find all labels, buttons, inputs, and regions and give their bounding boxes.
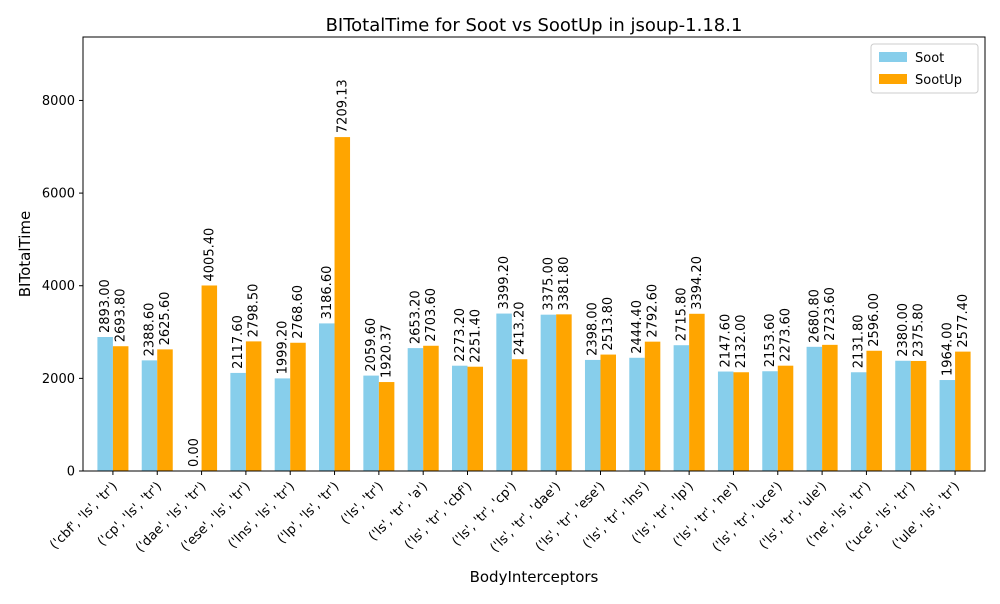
sootup-bar-9 — [511, 359, 528, 471]
soot-value-label-14: 2147.60 — [719, 314, 734, 368]
sootup-value-label-10: 3381.80 — [557, 257, 572, 311]
soot-bar-13 — [673, 345, 690, 471]
soot-bar-19 — [939, 380, 956, 471]
soot-value-label-16: 2680.80 — [807, 289, 822, 343]
legend-label-sootup: SootUp — [915, 73, 962, 88]
sootup-bar-7 — [423, 345, 439, 471]
soot-bar-16 — [806, 346, 823, 471]
sootup-bar-8 — [467, 366, 484, 471]
soot-value-label-2: 0.00 — [187, 438, 202, 467]
sootup-bar-0 — [112, 346, 129, 471]
soot-value-label-11: 2398.00 — [586, 302, 601, 356]
sootup-value-label-17: 2596.00 — [867, 293, 882, 347]
sootup-value-label-1: 2625.60 — [158, 292, 173, 346]
sootup-value-label-4: 2768.60 — [291, 285, 306, 339]
legend-label-soot: Soot — [915, 51, 944, 66]
soot-bar-14 — [717, 371, 734, 471]
soot-value-label-3: 2117.60 — [231, 315, 246, 369]
y-tick-label: 6000 — [42, 187, 75, 202]
soot-value-label-4: 1999.20 — [275, 321, 290, 375]
soot-bar-6 — [363, 375, 379, 471]
soot-bar-9 — [496, 313, 512, 471]
soot-value-label-19: 1964.00 — [940, 322, 955, 376]
soot-value-label-18: 2380.00 — [896, 303, 911, 357]
soot-bar-0 — [97, 337, 113, 471]
soot-bar-10 — [540, 314, 557, 471]
y-tick-label: 4000 — [42, 279, 75, 294]
sootup-value-label-2: 4005.40 — [202, 228, 217, 282]
sootup-value-label-9: 2413.20 — [513, 301, 528, 355]
sootup-value-label-3: 2798.50 — [247, 284, 262, 338]
soot-bar-8 — [452, 365, 468, 471]
sootup-bar-3 — [245, 341, 262, 471]
sootup-bar-16 — [822, 344, 838, 471]
chart-title: BITotalTime for Soot vs SootUp in jsoup-… — [326, 15, 743, 36]
sootup-bar-12 — [644, 341, 661, 471]
soot-bar-12 — [629, 357, 645, 471]
soot-value-label-12: 2444.40 — [630, 300, 645, 354]
legend-swatch-sootup — [879, 74, 907, 84]
sootup-value-label-14: 2132.00 — [734, 314, 749, 368]
sootup-value-label-7: 2703.60 — [424, 288, 439, 342]
soot-bar-7 — [407, 348, 424, 471]
sootup-value-label-5: 7209.13 — [335, 79, 350, 133]
soot-value-label-1: 2388.60 — [142, 303, 157, 357]
sootup-bar-1 — [157, 349, 173, 471]
sootup-value-label-16: 2723.60 — [823, 287, 838, 341]
sootup-bar-19 — [955, 351, 971, 471]
sootup-value-label-13: 3394.20 — [690, 256, 705, 310]
y-tick-label: 2000 — [42, 372, 75, 387]
soot-value-label-7: 2653.20 — [408, 290, 423, 344]
y-tick-label: 0 — [67, 465, 75, 480]
sootup-value-label-8: 2251.40 — [468, 309, 483, 363]
sootup-value-label-0: 2693.80 — [114, 288, 129, 342]
soot-bar-18 — [895, 360, 911, 471]
sootup-bar-18 — [910, 360, 927, 471]
sootup-bar-2 — [201, 285, 218, 471]
soot-value-label-0: 2893.00 — [98, 279, 113, 333]
sootup-bar-11 — [600, 354, 616, 471]
soot-value-label-6: 2059.60 — [364, 318, 379, 372]
sootup-bar-15 — [777, 365, 794, 471]
soot-value-label-5: 3186.60 — [320, 266, 335, 320]
soot-value-label-15: 2153.60 — [763, 313, 778, 367]
sootup-value-label-6: 1920.37 — [380, 324, 395, 378]
sootup-bar-5 — [334, 137, 351, 471]
sootup-bar-14 — [733, 372, 749, 471]
legend: Soot SootUp — [870, 43, 979, 94]
data-labels-layer: 2893.00 2388.60 0.00 2117.60 1999.20 3186.60 2… — [98, 79, 971, 467]
y-tick-label: 8000 — [42, 94, 75, 109]
sootup-bar-10 — [556, 314, 572, 471]
sootup-value-label-18: 2375.80 — [912, 303, 927, 357]
soot-value-label-10: 3375.00 — [541, 257, 556, 311]
soot-value-label-9: 3399.20 — [497, 256, 512, 310]
soot-bar-17 — [850, 372, 867, 471]
sootup-bar-4 — [290, 342, 306, 471]
soot-value-label-13: 2715.80 — [674, 287, 689, 341]
sootup-value-label-11: 2513.80 — [601, 297, 616, 351]
bars-layer — [97, 137, 971, 471]
legend-swatch-soot — [879, 52, 907, 62]
soot-value-label-8: 2273.20 — [453, 308, 468, 362]
soot-bar-4 — [274, 378, 291, 471]
sootup-value-label-12: 2792.60 — [646, 284, 661, 338]
soot-bar-15 — [762, 371, 778, 471]
soot-bar-5 — [319, 323, 335, 471]
soot-value-label-17: 2131.80 — [852, 314, 867, 368]
y-axis-label: BITotalTime — [16, 211, 34, 297]
sootup-value-label-15: 2273.60 — [779, 308, 794, 362]
x-axis-label: BodyInterceptors — [470, 568, 599, 586]
soot-bar-3 — [230, 372, 246, 471]
sootup-bar-17 — [866, 350, 882, 471]
plot-frame — [82, 36, 986, 472]
sootup-bar-6 — [378, 382, 395, 471]
soot-bar-11 — [584, 359, 601, 471]
soot-bar-1 — [141, 360, 158, 471]
sootup-value-label-19: 2577.40 — [956, 294, 971, 348]
sootup-bar-13 — [689, 313, 705, 471]
